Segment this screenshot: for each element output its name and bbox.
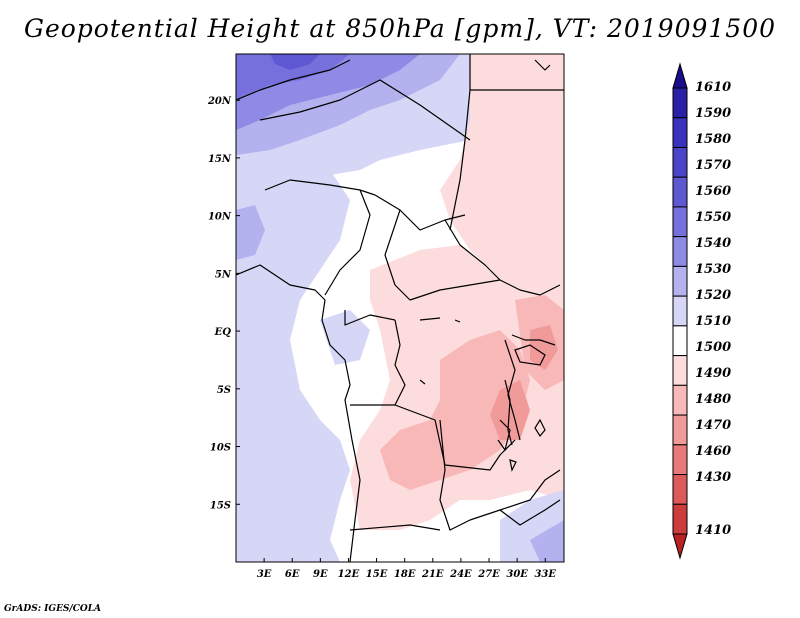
colorbar-label: 1430 (695, 470, 731, 485)
colorbar: 1610 1590 1580 1570 1560 1550 1540 1530 1520 1510… (672, 62, 731, 560)
lat-label: 20N (207, 96, 232, 107)
lon-label: 3E (257, 569, 272, 580)
colorbar-box (672, 444, 688, 476)
colorbar-label: 1570 (695, 158, 731, 173)
country-borders (236, 54, 564, 562)
lat-label: 10N (208, 212, 232, 223)
lon-label: 21E (421, 569, 444, 580)
colorbar-top-arrow (672, 62, 688, 89)
lon-label: 27E (477, 569, 500, 580)
colorbar-label: 1510 (695, 314, 731, 329)
lon-label: 24E (449, 569, 472, 580)
lat-label: 15S (210, 500, 231, 511)
colorbar-box (672, 384, 688, 416)
lakes (419, 317, 546, 472)
colorbar-label: 1470 (695, 418, 731, 433)
map-title: Geopotential Height at 850hPa [gpm], VT:… (23, 14, 777, 43)
colorbar-box (672, 474, 688, 505)
latitude-labels: 20N 15N 10N 5N EQ 5S 10S 15S (207, 96, 240, 511)
colorbar-box (672, 117, 688, 148)
lat-label: 15N (208, 154, 232, 165)
map-frame (235, 53, 565, 563)
colorbar-label: 1540 (695, 236, 731, 251)
lat-label: 5S (217, 385, 231, 396)
colorbar-label: 1580 (695, 132, 731, 147)
lat-label: EQ (214, 327, 232, 338)
colorbar-label: 1460 (695, 444, 731, 459)
longitude-labels: 3E 6E 9E 12E 15E 18E 21E 24E 27E 30E 33E (257, 558, 556, 580)
lat-label: 10S (210, 443, 231, 454)
lon-label: 33E (534, 569, 556, 580)
colorbar-label: 1550 (695, 210, 731, 225)
lon-label: 30E (506, 569, 528, 580)
colorbar-box (672, 176, 688, 208)
colorbar-box (672, 503, 688, 535)
colorbar-box (672, 146, 688, 178)
colorbar-box (672, 265, 688, 297)
colorbar-box (672, 325, 688, 357)
colorbar-bottom-arrow (672, 533, 688, 560)
colorbar-box (672, 414, 688, 446)
colorbar-label: 1490 (695, 366, 731, 381)
lon-label: 15E (366, 569, 388, 580)
colorbar-box (672, 295, 688, 327)
lat-label: 5N (215, 269, 232, 280)
lon-label: 12E (338, 569, 360, 580)
colorbar-box (672, 355, 688, 386)
colorbar-box (672, 236, 688, 267)
colorbar-label: 1610 (695, 80, 731, 95)
colorbar-label: 1500 (695, 340, 731, 355)
colorbar-label: 1410 (695, 523, 731, 538)
colorbar-box (672, 87, 688, 119)
colorbar-label: 1530 (695, 262, 731, 277)
colorbar-label: 1520 (695, 288, 731, 303)
lon-label: 9E (313, 569, 328, 580)
lon-label: 18E (394, 569, 416, 580)
colorbar-label: 1590 (695, 106, 731, 121)
lon-label: 6E (285, 569, 300, 580)
colorbar-label: 1480 (695, 392, 731, 407)
grads-credit: GrADS: IGES/COLA (4, 604, 102, 614)
colorbar-box (672, 206, 688, 238)
colorbar-label: 1560 (695, 184, 731, 199)
shaded-field (236, 54, 564, 562)
